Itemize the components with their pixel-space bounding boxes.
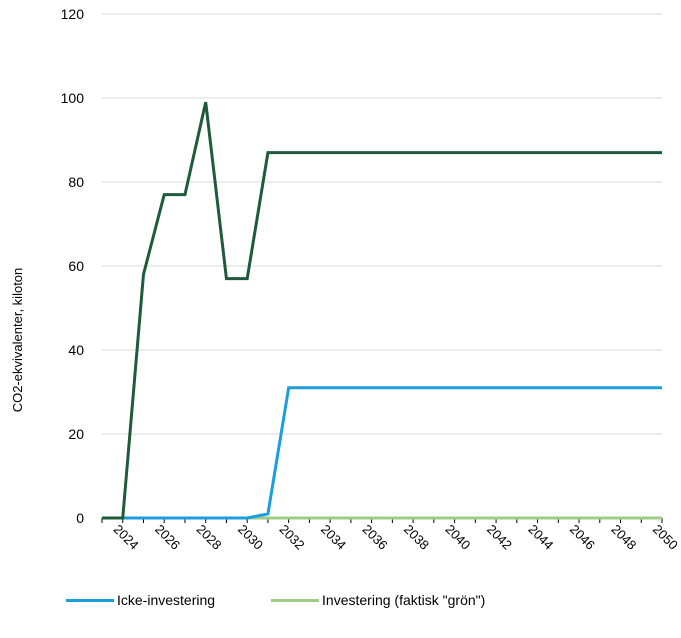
y-tick-label: 80 [68,174,84,190]
y-axis-ticks: 0 20 40 60 80 100 120 [61,6,85,526]
x-tick-label: 2032 [277,522,308,553]
x-tick-label: 2040 [442,522,473,553]
y-tick-label: 40 [68,342,84,358]
y-axis-title: CO2-ekvivalenter, kiloton [10,268,25,413]
y-tick-label: 0 [76,510,84,526]
legend-swatch-icke-investering [66,598,114,602]
x-tick-label: 2036 [360,522,391,553]
x-tick-label: 2026 [152,522,183,553]
series-line-0 [102,386,662,520]
y-tick-label: 60 [68,258,84,274]
x-tick-label: 2030 [235,522,266,553]
legend-label-investering: Investering (faktisk "grön") [322,592,486,608]
x-tick-label: 2028 [194,522,225,553]
x-tick-label: 2046 [567,522,598,553]
y-tick-label: 120 [61,6,85,22]
x-tick-label: 2044 [525,522,556,553]
y-tick-label: 20 [68,426,84,442]
legend-swatch-investering [271,598,320,602]
x-tick-label: 2050 [650,522,681,553]
gridlines [102,13,662,435]
x-tick-label: 2034 [318,522,349,553]
y-tick-label: 100 [61,90,85,106]
series-line-2 [102,101,662,520]
legend-label-icke-investering: Icke-investering [117,592,216,608]
x-tick-label: 2024 [111,522,142,553]
x-tick-label: 2038 [401,522,432,553]
x-tick-label: 2048 [608,522,639,553]
legend: Icke-investering Investering (faktisk "g… [66,592,541,608]
legend-item-icke-investering: Icke-investering [66,592,215,608]
x-axis-ticks: 2024 2026 2028 2030 2032 2034 2036 2038 2040 2042… [111,522,681,553]
legend-item-investering: Investering (faktisk "grön") [271,592,485,608]
series-lines [102,101,662,520]
x-tick-label: 2042 [484,522,515,553]
